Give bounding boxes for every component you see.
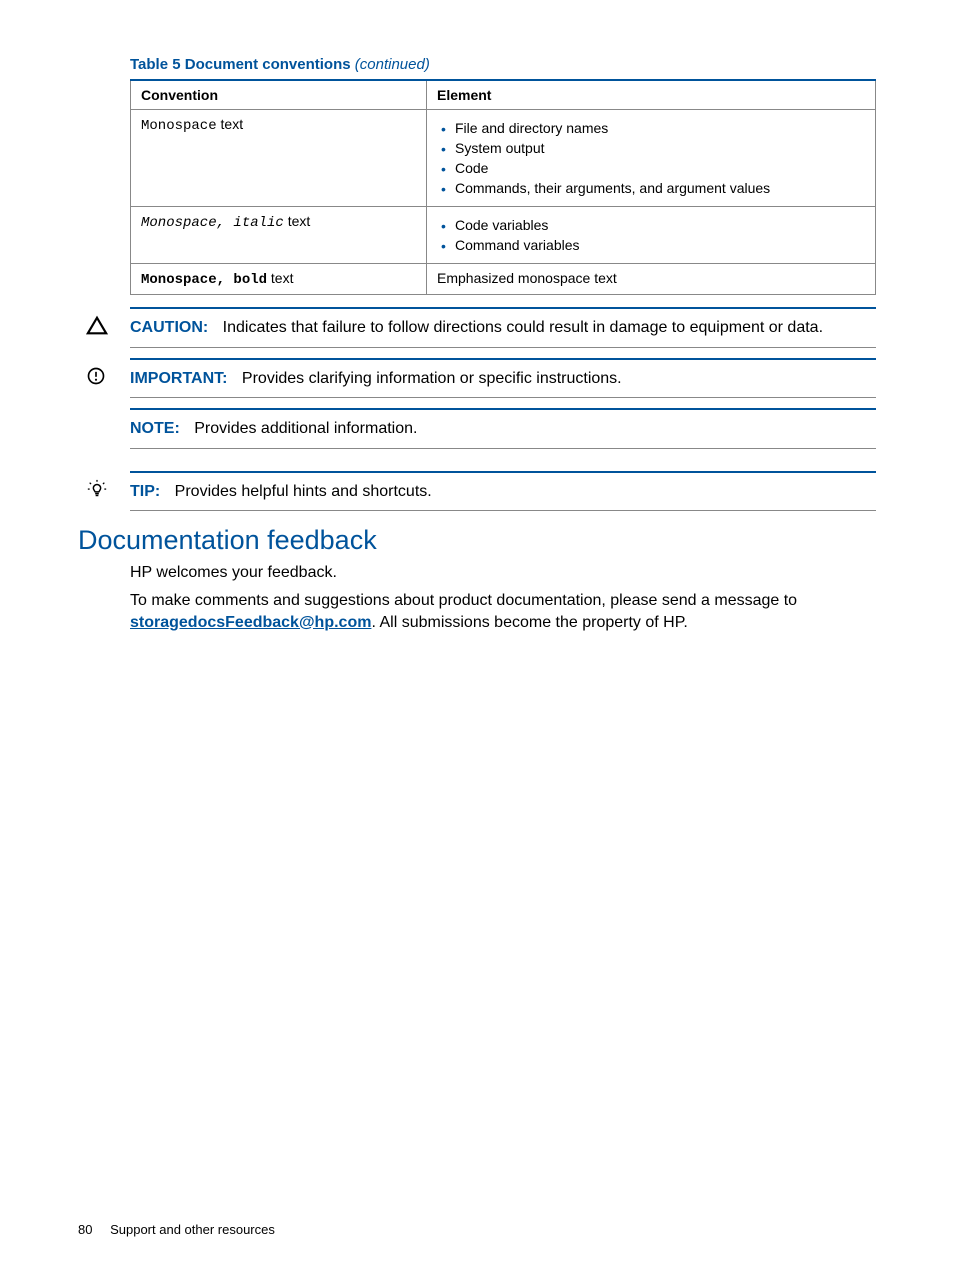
page-footer: 80 Support and other resources: [78, 1222, 275, 1237]
list-item: System output: [455, 140, 865, 156]
conv-plain: text: [267, 270, 293, 286]
cell-convention: Monospace, bold text: [131, 264, 427, 295]
tip-icon: [86, 479, 112, 505]
table-caption-label: Table 5 Document conventions: [130, 56, 351, 73]
cell-convention: Monospace text: [131, 110, 427, 207]
cell-element: File and directory names System output C…: [427, 110, 876, 207]
table-caption-suffix: (continued): [355, 56, 430, 73]
list-item: Code: [455, 160, 865, 176]
note-label: NOTE:: [130, 420, 180, 437]
important-admonition: IMPORTANT: Provides clarifying informati…: [130, 358, 876, 399]
element-list: Code variables Command variables: [437, 217, 865, 253]
table-caption: Table 5 Document conventions (continued): [130, 56, 876, 73]
feedback-p1: HP welcomes your feedback.: [130, 562, 876, 584]
element-list: File and directory names System output C…: [437, 120, 865, 196]
feedback-p2-pre: To make comments and suggestions about p…: [130, 592, 797, 609]
table-row: Monospace text File and directory names …: [131, 110, 876, 207]
list-item: Commands, their arguments, and argument …: [455, 180, 865, 196]
table-row: Monospace, italic text Code variables Co…: [131, 207, 876, 264]
feedback-email-link[interactable]: storagedocsFeedback@hp.com: [130, 614, 371, 631]
list-item: Command variables: [455, 237, 865, 253]
caution-icon: [86, 315, 112, 341]
tip-text: Provides helpful hints and shortcuts.: [175, 483, 432, 500]
conv-mono: Monospace: [141, 118, 217, 134]
caution-label: CAUTION:: [130, 319, 208, 336]
table-block: Table 5 Document conventions (continued)…: [130, 56, 876, 295]
conv-plain: text: [284, 213, 310, 229]
list-item: File and directory names: [455, 120, 865, 136]
conventions-table: Convention Element Monospace text File a…: [130, 79, 876, 295]
table-row: Monospace, bold text Emphasized monospac…: [131, 264, 876, 295]
conv-mono-italic: Monospace, italic: [141, 215, 284, 231]
important-icon: [86, 366, 112, 392]
feedback-p2-post: . All submissions become the property of…: [371, 614, 687, 631]
cell-element: Code variables Command variables: [427, 207, 876, 264]
feedback-heading: Documentation feedback: [78, 525, 876, 556]
cell-element: Emphasized monospace text: [427, 264, 876, 295]
conv-mono-bold: Monospace, bold: [141, 272, 267, 288]
conv-plain: text: [217, 116, 243, 132]
caution-admonition: CAUTION: Indicates that failure to follo…: [130, 307, 876, 348]
note-text: Provides additional information.: [194, 420, 417, 437]
caution-text: Indicates that failure to follow directi…: [223, 319, 823, 336]
footer-section: Support and other resources: [110, 1222, 275, 1237]
page: Table 5 Document conventions (continued)…: [0, 0, 954, 669]
col-header-convention: Convention: [131, 80, 427, 110]
col-header-element: Element: [427, 80, 876, 110]
important-text: Provides clarifying information or speci…: [242, 370, 622, 387]
list-item: Code variables: [455, 217, 865, 233]
tip-label: TIP:: [130, 483, 160, 500]
tip-admonition: TIP: Provides helpful hints and shortcut…: [130, 471, 876, 512]
page-number: 80: [78, 1222, 92, 1237]
admonitions: CAUTION: Indicates that failure to follo…: [78, 307, 876, 511]
note-admonition: NOTE: Provides additional information.: [130, 408, 876, 449]
feedback-p2: To make comments and suggestions about p…: [130, 590, 876, 633]
cell-convention: Monospace, italic text: [131, 207, 427, 264]
important-label: IMPORTANT:: [130, 370, 227, 387]
